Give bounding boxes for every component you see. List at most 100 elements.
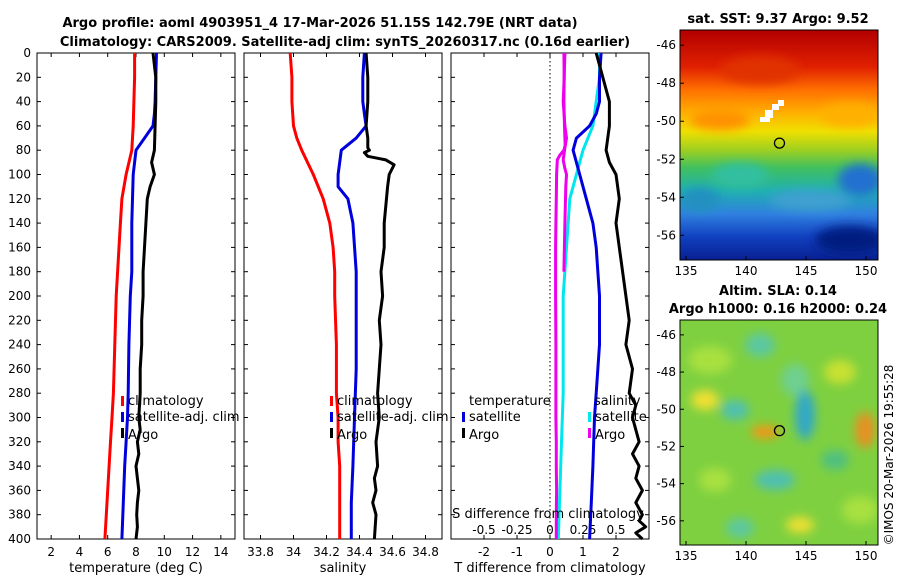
map-lon-label: 140 — [735, 264, 758, 278]
x-tick-label: 12 — [185, 545, 200, 559]
sla-map-frame — [679, 319, 879, 546]
x2-tick-label: 0.5 — [606, 523, 625, 537]
x-tick-label: 34.2 — [313, 545, 340, 559]
legend-label-climatology: climatology — [337, 394, 413, 409]
legend-swatch-t-argo — [462, 428, 465, 438]
sst-map-field — [680, 30, 878, 260]
legend-swatch-t-satellite — [462, 412, 465, 422]
map-lat-label: -46 — [656, 328, 676, 342]
map-lon-label: 140 — [735, 549, 758, 563]
figure-title-line1: Argo profile: aoml 4903951_4 17-Mar-2026… — [62, 16, 577, 31]
temperature-series — [103, 52, 158, 540]
depth-tick-label: 120 — [8, 192, 31, 206]
legend-label-argo: Argo — [128, 428, 158, 443]
map-lat-label: -48 — [656, 76, 676, 90]
depth-tick-label: 360 — [8, 483, 31, 497]
map-lat-label: -50 — [656, 114, 676, 128]
depth-axis-ticks: 0 20 40 60 80 100 120 140 160 180 200 220 240 260 280 3… — [8, 46, 649, 546]
series-line-argo — [362, 52, 396, 540]
sst-map-title: sat. SST: 9.37 Argo: 9.52 — [687, 12, 868, 27]
series-line-t-satellite-adj — [571, 52, 603, 540]
sla-map-title: Altim. SLA: 0.14 — [719, 284, 837, 299]
map-lat-label: -54 — [656, 190, 676, 204]
temperature-legend: climatology satellite-adj. clim Argo — [121, 394, 240, 443]
depth-tick-label: 180 — [8, 265, 31, 279]
legend-swatch-argo — [121, 428, 124, 438]
salinity-legend: climatology satellite-adj. clim Argo — [330, 394, 449, 443]
map-lat-label: -56 — [656, 514, 676, 528]
depth-tick-label: 320 — [8, 435, 31, 449]
series-line-satellite-adj-clim — [120, 52, 158, 540]
legend-label-argo: Argo — [337, 428, 367, 443]
x-tick-label: 8 — [132, 545, 140, 559]
map-lon-label: 135 — [675, 549, 698, 563]
difference-x2label: S difference from climatology — [452, 507, 644, 522]
depth-tick-label: 200 — [8, 289, 31, 303]
x-tick-label: 2 — [612, 545, 620, 559]
legend-label-climatology: climatology — [128, 394, 204, 409]
x-tick-label: -1 — [511, 545, 523, 559]
map-lat-label: -56 — [656, 228, 676, 242]
depth-tick-label: 380 — [8, 508, 31, 522]
depth-tick-label: 220 — [8, 313, 31, 327]
legend-label-s-argo: Argo — [595, 428, 625, 443]
x2-tick-label: 0.25 — [570, 523, 597, 537]
legend-swatch-s-satellite — [588, 412, 591, 422]
depth-tick-label: 260 — [8, 362, 31, 376]
legend-label-t-satellite: satellite — [469, 410, 521, 425]
x-tick-label: 2 — [47, 545, 55, 559]
imos-watermark: ©IMOS 20-Mar-2026 19:55:28 — [882, 365, 896, 546]
x-tick-label: 33.8 — [247, 545, 274, 559]
temperature-xlabel: temperature (deg C) — [69, 561, 203, 576]
legend-swatch-argo — [330, 428, 333, 438]
legend-swatch-climatology — [121, 396, 124, 406]
x-tick-label: 34.4 — [346, 545, 373, 559]
salinity-series — [288, 52, 396, 540]
map-lat-label: -48 — [656, 365, 676, 379]
depth-tick-label: 20 — [16, 70, 31, 84]
depth-tick-label: 140 — [8, 216, 31, 230]
legend-label-satellite: satellite-adj. clim — [337, 410, 449, 425]
depth-tick-label: 0 — [23, 46, 31, 60]
sst-map-frame — [679, 29, 879, 261]
figure-title-line2: Climatology: CARS2009. Satellite-adj cli… — [60, 35, 630, 50]
x-tick-label: 6 — [104, 545, 112, 559]
series-line-argo — [134, 52, 158, 540]
map-lat-label: -46 — [656, 38, 676, 52]
depth-tick-label: 80 — [16, 143, 31, 157]
x-tick-label: 34.8 — [412, 545, 439, 559]
x-tick-label: 34 — [286, 545, 301, 559]
sst-map-ticks: 135 140 145 150 -46 -48 -50 -52 -54 -56 — [656, 38, 877, 278]
salinity-axes — [243, 52, 443, 540]
sla-map-ticks: 135 140 145 150 -46 -48 -50 -52 -54 -56 — [656, 328, 877, 563]
difference-legend: temperature satellite Argo salinity sate… — [462, 394, 647, 443]
map-lat-label: -52 — [656, 439, 676, 453]
difference-series — [554, 52, 648, 541]
x-tick-label: 1 — [579, 545, 587, 559]
difference-xlabel: T difference from climatology — [453, 561, 646, 576]
depth-tick-label: 240 — [8, 338, 31, 352]
x-tick-label: 4 — [76, 545, 84, 559]
map-lat-label: -54 — [656, 477, 676, 491]
x-tick-label: -2 — [478, 545, 490, 559]
series-line-t-satellite — [556, 53, 601, 540]
map-lon-label: 150 — [855, 264, 878, 278]
x2-tick-label: -0.25 — [501, 523, 532, 537]
salinity-ticks: 33.8 34 34.2 34.4 34.6 34.8 — [247, 53, 439, 559]
legend-label-t-argo: Argo — [469, 428, 499, 443]
depth-tick-label: 40 — [16, 95, 31, 109]
depth-tick-label: 300 — [8, 411, 31, 425]
series-line-satellite-adj-clim — [336, 52, 368, 539]
depth-tick-label: 340 — [8, 459, 31, 473]
x-tick-label: 10 — [157, 545, 172, 559]
map-lon-label: 145 — [795, 549, 818, 563]
salinity-xlabel: salinity — [320, 561, 367, 576]
depth-tick-label: 280 — [8, 386, 31, 400]
legend-swatch-satellite — [330, 412, 333, 422]
sla-map-field — [680, 320, 878, 545]
sst-argo-marker — [773, 137, 786, 149]
map-lon-label: 145 — [795, 264, 818, 278]
map-lon-label: 150 — [855, 549, 878, 563]
